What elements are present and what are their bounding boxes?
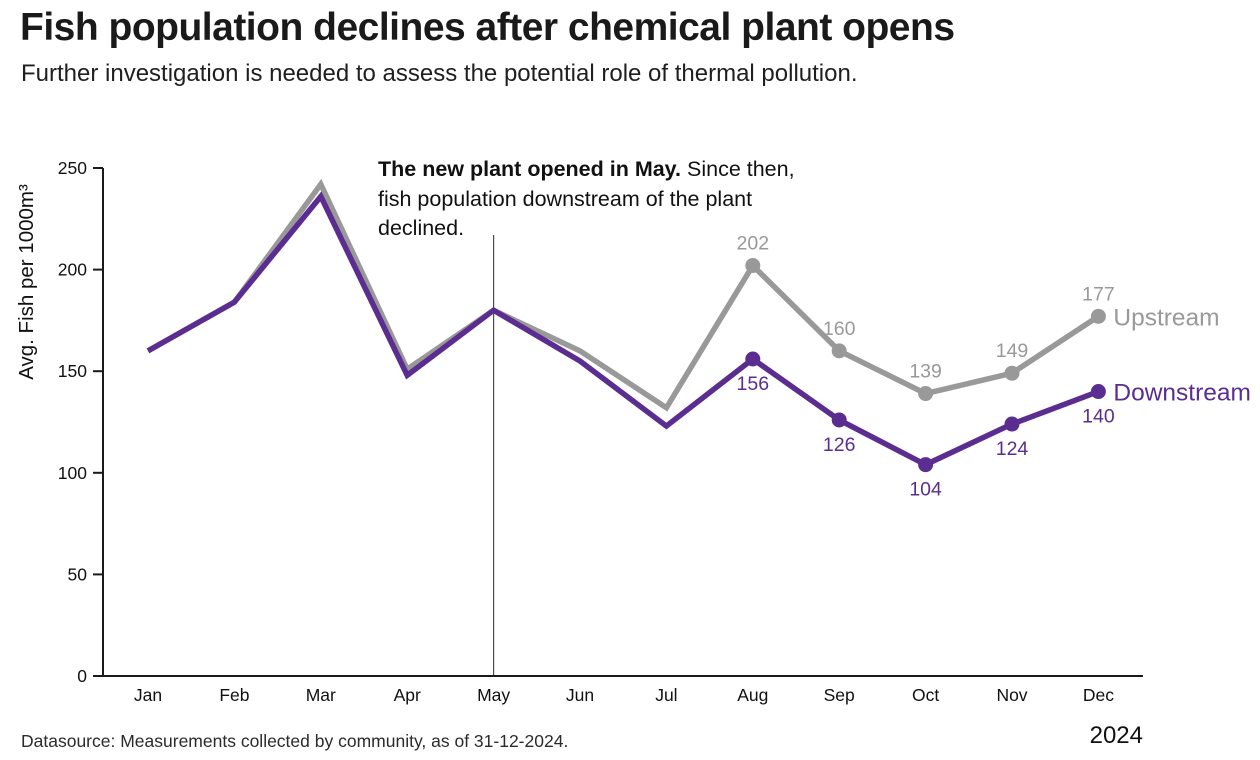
page-subtitle: Further investigation is needed to asses… xyxy=(21,60,858,87)
y-axis-tick-label: 0 xyxy=(77,666,87,686)
annotation-bold-text: The new plant opened in May. xyxy=(378,157,682,181)
upstream-value-label-dec: 177 xyxy=(1082,283,1115,305)
x-axis-month-label: Oct xyxy=(912,685,939,705)
x-axis-month-label: Dec xyxy=(1083,685,1114,705)
upstream-point-aug xyxy=(745,258,761,274)
annotation-line-2: fish population downstream of the plant xyxy=(378,186,753,211)
downstream-series-label: Downstream xyxy=(1113,380,1251,407)
axis-lines xyxy=(102,168,1143,677)
upstream-value-label-nov: 149 xyxy=(996,340,1029,362)
downstream-point-oct xyxy=(918,457,934,473)
y-axis-tick-label: 150 xyxy=(58,361,87,381)
datasource-note: Datasource: Measurements collected by co… xyxy=(21,731,569,751)
x-axis-month-label: Jan xyxy=(134,685,162,705)
x-axis-month-label: Apr xyxy=(394,685,421,705)
x-axis-month-label: Jun xyxy=(566,685,594,705)
downstream-point-nov xyxy=(1004,416,1020,432)
downstream-point-dec xyxy=(1090,384,1106,400)
downstream-value-label-dec: 140 xyxy=(1082,406,1115,428)
y-axis-tick-label: 50 xyxy=(68,564,88,584)
x-axis-month-label: May xyxy=(477,685,510,705)
x-axis-month-label: Feb xyxy=(219,685,249,705)
downstream-line xyxy=(146,191,1100,468)
x-axis-month-label: Mar xyxy=(306,685,336,705)
upstream-value-label-aug: 202 xyxy=(737,233,770,255)
annotation-line-3: declined. xyxy=(378,216,465,240)
upstream-value-label-sep: 160 xyxy=(823,318,856,340)
upstream-line xyxy=(146,178,1100,412)
upstream-point-oct xyxy=(918,386,934,402)
upstream-point-nov xyxy=(1004,365,1020,381)
x-axis-month-label: Nov xyxy=(996,685,1027,705)
downstream-value-label-oct: 104 xyxy=(909,479,942,501)
annotation-text: The new plant opened in May. Since then,… xyxy=(378,155,795,244)
annotation-line-1: The new plant opened in May. Since then, xyxy=(378,155,795,185)
downstream-point-aug xyxy=(745,351,761,367)
x-axis-month-label: Jul xyxy=(655,685,677,705)
y-axis-tick-label: 200 xyxy=(58,260,87,280)
upstream-series-label: Upstream xyxy=(1113,304,1219,331)
upstream-value-label-oct: 139 xyxy=(909,361,942,383)
y-axis-tick-label: 100 xyxy=(58,463,87,483)
y-axis-tick-label: 250 xyxy=(58,158,87,178)
downstream-value-label-sep: 126 xyxy=(823,434,856,456)
annotation-rest-text: Since then, xyxy=(681,157,795,181)
x-axis-month-label: Aug xyxy=(737,685,768,705)
y-axis-title: Avg. Fish per 1000m³ xyxy=(15,184,38,380)
year-label: 2024 xyxy=(1089,722,1143,749)
upstream-point-dec xyxy=(1090,308,1106,324)
downstream-value-label-aug: 156 xyxy=(737,373,770,395)
downstream-value-label-nov: 124 xyxy=(996,438,1029,460)
downstream-point-sep xyxy=(831,412,847,428)
x-axis-month-label: Sep xyxy=(824,685,855,705)
upstream-point-sep xyxy=(831,343,847,359)
page-title: Fish population declines after chemical … xyxy=(20,6,955,49)
